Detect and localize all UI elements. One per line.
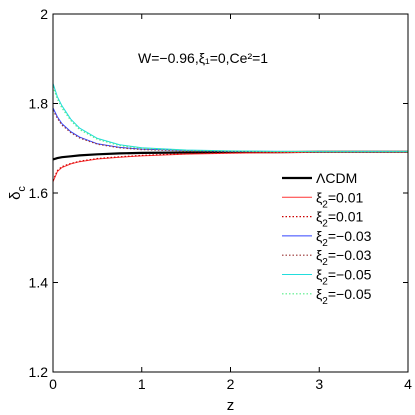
legend: ΛCDMξ2=0.01ξ2=0.01ξ2=−0.03ξ2=−0.03ξ2=−0.… [282,170,372,307]
series-layer [52,83,408,182]
legend-label-3: ξ2=0.01 [316,209,363,230]
y-tick-label: 1.4 [29,275,49,291]
series-line-3 [52,151,408,181]
y-tick-label: 2 [40,6,48,22]
legend-label-4: ξ2=−0.03 [316,228,372,249]
x-tick-label: 0 [49,376,57,392]
legend-label-5: ξ2=−0.03 [316,247,372,268]
chart-annotation: W=−0.96,ξ₁=0,Ce²=1 [138,50,268,66]
y-tick-label: 1.8 [29,96,49,112]
x-tick-label: 3 [315,376,323,392]
x-tick-label: 1 [138,376,146,392]
legend-label-7: ξ2=−0.05 [316,286,372,307]
series-line-7 [52,86,408,153]
legend-label-1: ΛCDM [316,170,357,186]
x-tick-label: 4 [404,376,412,392]
x-tick-label: 2 [227,376,235,392]
ticks-layer: 0 1 2 3 4 1.2 1.4 1.6 1.8 2 [29,6,413,392]
legend-label-6: ξ2=−0.05 [316,267,372,288]
y-tick-label: 1.2 [29,364,49,380]
y-tick-label: 1.6 [29,185,49,201]
x-axis-label: z [227,397,235,414]
y-axis-label: δc [7,186,28,200]
legend-label-2: ξ2=0.01 [316,189,363,210]
plot-area [53,14,408,372]
